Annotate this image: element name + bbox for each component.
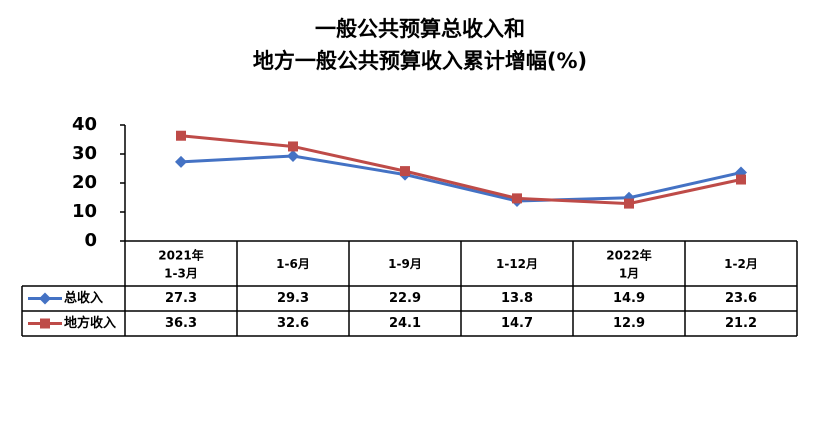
- x-tick-label: 1-2月: [724, 257, 758, 271]
- chart-title: 一般公共预算总收入和地方一般公共预算收入累计增幅(%): [253, 17, 587, 73]
- table-value: 22.9: [389, 291, 421, 306]
- marker: [287, 150, 299, 163]
- x-tick-label: 2022年 1月: [606, 247, 651, 280]
- y-tick-label: 20: [72, 172, 97, 193]
- marker: [736, 174, 746, 185]
- marker: [288, 141, 298, 152]
- table-value: 36.3: [165, 316, 197, 331]
- series-line: [180, 134, 742, 206]
- x-tick-label: 1-12月: [496, 257, 538, 271]
- x-tick-label: 2021年 1-3月: [158, 247, 203, 280]
- marker: [624, 198, 634, 209]
- y-tick-label: 10: [72, 201, 97, 222]
- marker: [40, 318, 50, 329]
- table-value: 13.8: [501, 291, 533, 306]
- marker: [175, 155, 187, 168]
- table-value: 12.9: [613, 316, 645, 331]
- marker: [512, 193, 522, 204]
- table-value: 14.7: [501, 316, 533, 331]
- table-value: 27.3: [165, 291, 197, 306]
- marker: [176, 130, 186, 141]
- table-value: 14.9: [613, 291, 645, 306]
- table-value: 21.2: [725, 316, 757, 331]
- x-tick-label: 1-6月: [276, 257, 310, 271]
- table-value: 32.6: [277, 316, 309, 331]
- legend-label: 总收入: [64, 290, 103, 306]
- table-value: 23.6: [725, 291, 757, 306]
- marker: [400, 166, 410, 177]
- y-tick-label: 40: [72, 114, 97, 135]
- legend-label: 地方收入: [64, 315, 116, 331]
- marker: [39, 292, 51, 305]
- x-tick-label: 1-9月: [388, 257, 422, 271]
- table-value: 29.3: [277, 291, 309, 306]
- y-tick-label: 0: [84, 230, 97, 251]
- table-value: 24.1: [389, 316, 421, 331]
- y-tick-label: 30: [72, 143, 97, 164]
- series-line: [180, 154, 742, 203]
